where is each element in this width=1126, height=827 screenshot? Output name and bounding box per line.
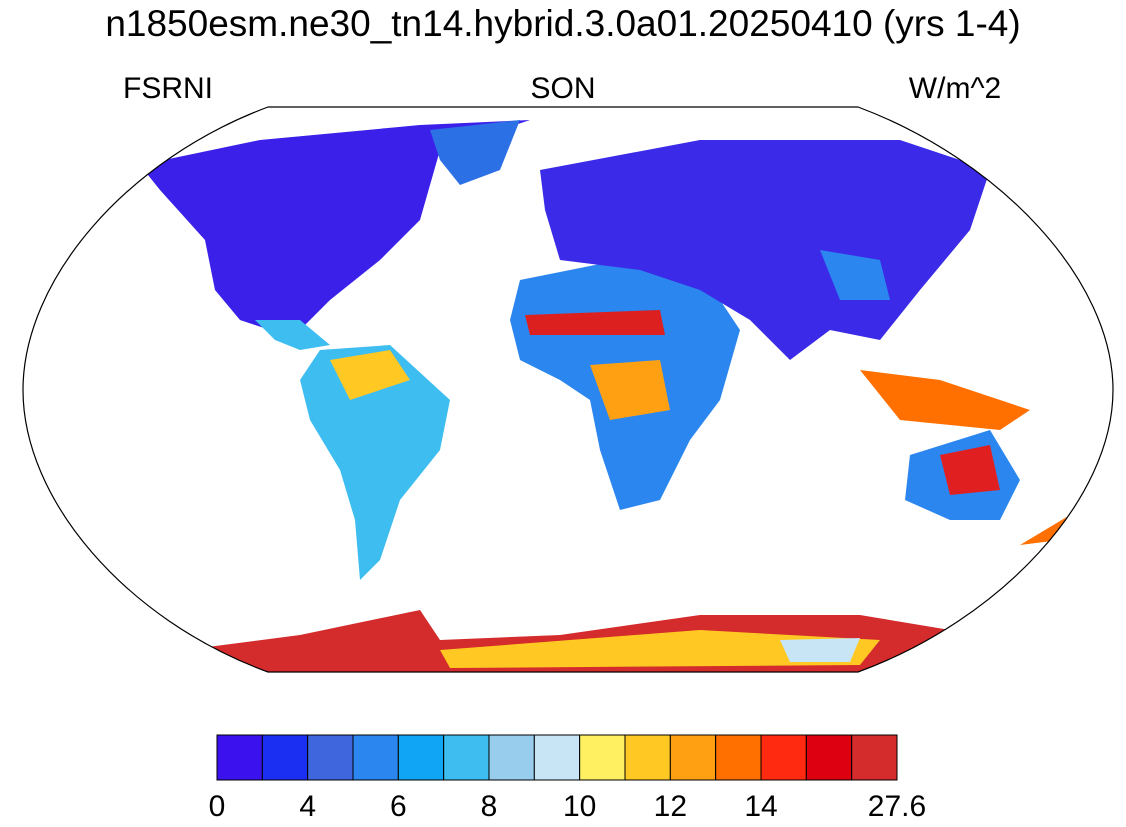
- north-america: [140, 120, 530, 330]
- colorbar-label: 12: [654, 790, 687, 822]
- central-america: [255, 320, 330, 350]
- colorbar: 0 4 6 8 10 12 14 27.6: [209, 734, 926, 823]
- colorbar-box: [579, 734, 626, 781]
- colorbar-label: 4: [299, 790, 316, 822]
- new-zealand: [1020, 515, 1070, 545]
- eurasia: [540, 140, 990, 360]
- colorbar-box: [216, 734, 263, 781]
- colorbar-box: [760, 734, 807, 781]
- maritime-continent: [860, 370, 1030, 430]
- colorbar-label: 0: [209, 790, 226, 822]
- colorbar-label: 8: [481, 790, 498, 822]
- colorbar-box: [624, 734, 671, 781]
- center-label: SON: [530, 72, 595, 105]
- antarctica-interior: [440, 630, 880, 668]
- title: n1850esm.ne30_tn14.hybrid.3.0a01.2025041…: [105, 3, 1020, 44]
- sahara-band: [525, 310, 665, 335]
- colorbar-label: 6: [390, 790, 407, 822]
- colorbar-box: [397, 734, 445, 781]
- colorbar-box: [261, 734, 309, 781]
- map-field: [140, 120, 1070, 672]
- colorbar-box: [669, 734, 717, 781]
- colorbar-label: 14: [744, 790, 777, 822]
- australia-interior: [940, 445, 1000, 495]
- right-label: W/m^2: [909, 72, 1001, 105]
- south-america: [300, 345, 450, 580]
- colorbar-box: [488, 734, 535, 781]
- colorbar-box: [805, 734, 853, 781]
- antarctica-plateau: [780, 638, 860, 662]
- map-border: [22, 106, 1114, 673]
- left-label: FSRNI: [123, 72, 213, 105]
- colorbar-box: [715, 734, 762, 781]
- colorbar-box: [851, 734, 898, 781]
- colorbar-box: [443, 734, 490, 781]
- colorbar-box: [307, 734, 354, 781]
- greenland: [430, 120, 520, 185]
- south-america-north: [330, 350, 410, 400]
- asia-plateau: [820, 250, 890, 300]
- colorbar-box: [352, 734, 399, 781]
- colorbar-label: 10: [563, 790, 596, 822]
- colorbar-label: 27.6: [868, 790, 926, 822]
- central-africa: [590, 360, 670, 420]
- colorbar-box: [533, 734, 581, 781]
